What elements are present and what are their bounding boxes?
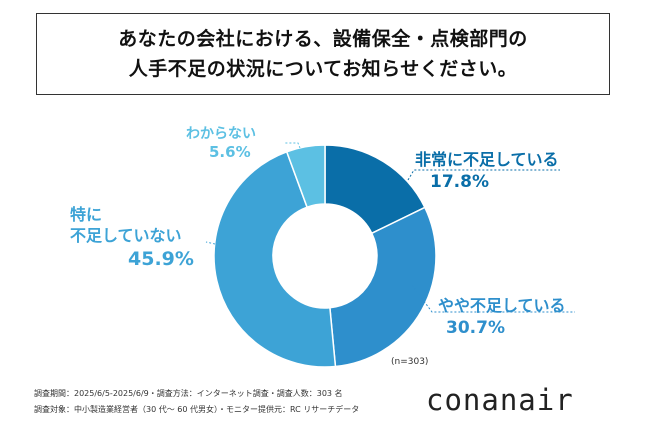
label-not-short-line2: 不足していない	[70, 226, 182, 245]
slice-not-short	[213, 150, 337, 368]
conanair-logo: conanair	[426, 383, 574, 417]
label-very-short-pct: 17.8%	[430, 172, 489, 192]
slice-unknown	[285, 144, 326, 209]
label-unknown-pct: 5.6%	[209, 143, 251, 161]
chart-title-line-2: 人手不足の状況についてお知らせください。	[128, 58, 518, 80]
label-somewhat-short-name: やや不足している	[438, 296, 566, 315]
sample-size-note: (n=303)	[391, 357, 429, 367]
label-unknown-name: わからない	[186, 126, 256, 142]
label-not-short-pct: 45.9%	[128, 248, 194, 270]
slice-very-short	[324, 144, 426, 235]
title-box: あなたの会社における、設備保全・点検部門の 人手不足の状況についてお知らせくださ…	[36, 13, 610, 95]
label-somewhat-short-pct: 30.7%	[446, 318, 505, 338]
label-not-short-line1: 特に	[70, 205, 103, 224]
leader-unknown	[285, 142, 301, 149]
label-very-short-name: 非常に不足している	[415, 150, 559, 169]
footer-survey-line-2: 調査対象：中小製造業経営者（30 代～ 60 代男女）・モニター提供元：RC リ…	[34, 405, 360, 414]
leader-somewhat-short	[411, 284, 575, 313]
leader-very-short	[407, 169, 560, 181]
slice-somewhat-short	[329, 206, 437, 368]
footer-survey-line-1: 調査期間：2025/6/5-2025/6/9・調査方法：インターネット調査・調査…	[34, 389, 343, 398]
chart-title-line-1: あなたの会社における、設備保全・点検部門の	[118, 28, 528, 50]
leader-not-short	[205, 241, 216, 245]
